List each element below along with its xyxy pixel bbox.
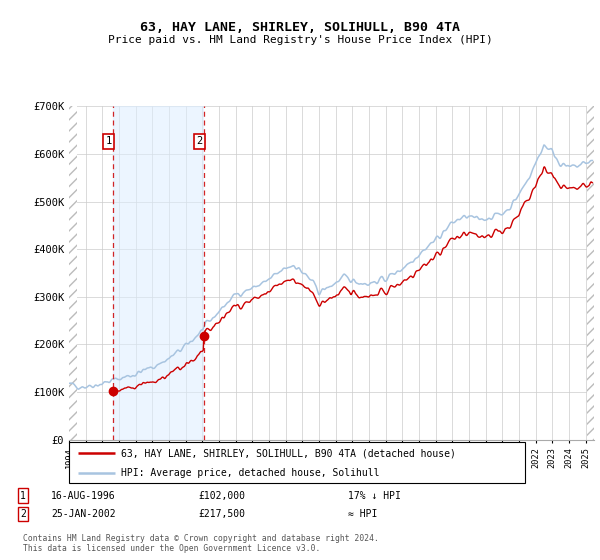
Bar (113, 106, 203, 440)
Text: HPI: Average price, detached house, Solihull: HPI: Average price, detached house, Soli… (121, 468, 380, 478)
Text: 1: 1 (20, 491, 26, 501)
Text: 16-AUG-1996: 16-AUG-1996 (51, 491, 116, 501)
Text: ≈ HPI: ≈ HPI (348, 509, 377, 519)
Text: 2: 2 (196, 137, 202, 146)
Text: 63, HAY LANE, SHIRLEY, SOLIHULL, B90 4TA: 63, HAY LANE, SHIRLEY, SOLIHULL, B90 4TA (140, 21, 460, 34)
Text: £217,500: £217,500 (198, 509, 245, 519)
Text: 1: 1 (106, 137, 112, 146)
Text: Contains HM Land Registry data © Crown copyright and database right 2024.
This d: Contains HM Land Registry data © Crown c… (23, 534, 379, 553)
Text: 17% ↓ HPI: 17% ↓ HPI (348, 491, 401, 501)
Text: 2: 2 (20, 509, 26, 519)
Text: 63, HAY LANE, SHIRLEY, SOLIHULL, B90 4TA (detached house): 63, HAY LANE, SHIRLEY, SOLIHULL, B90 4TA… (121, 449, 457, 458)
Text: 25-JAN-2002: 25-JAN-2002 (51, 509, 116, 519)
FancyBboxPatch shape (69, 442, 525, 483)
Text: Price paid vs. HM Land Registry's House Price Index (HPI): Price paid vs. HM Land Registry's House … (107, 35, 493, 45)
Text: £102,000: £102,000 (198, 491, 245, 501)
